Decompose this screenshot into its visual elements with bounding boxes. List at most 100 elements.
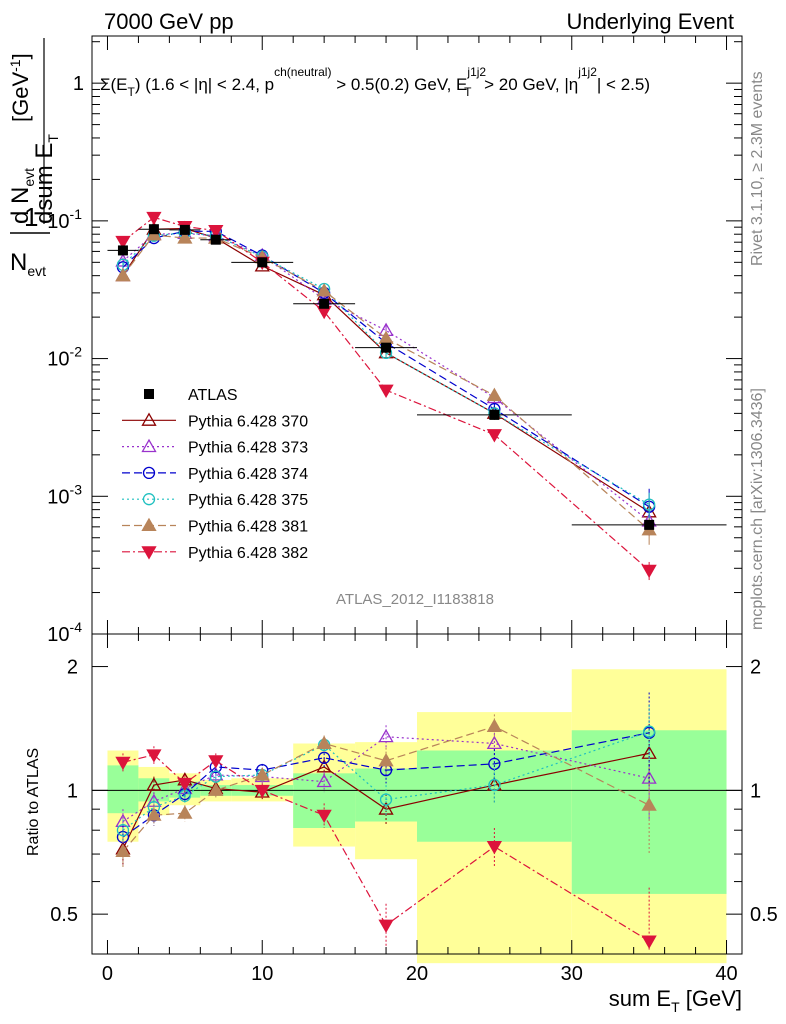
subtitle-part-j: | < 2.5): [597, 75, 650, 94]
plot-subtitle: Σ(ET) (1.6 < |η| < 2.4, pch(neutral) > 0…: [100, 65, 650, 99]
rivet-version-text: Rivet 3.1.10, ≥ 2.3M events: [749, 71, 766, 266]
ratio-point-series-5-1: [146, 749, 162, 763]
ratio-point-series-3-0: [116, 824, 130, 837]
ratio-y-tick-label-right-1: 1: [750, 780, 761, 802]
subtitle-part-e: > 0.5(0.2) GeV, E: [331, 75, 467, 94]
data-point-5: [319, 298, 330, 309]
ratio-point-series-5-3: [208, 755, 224, 769]
y-label-den-sub: T: [45, 134, 61, 143]
ratio-panel-series: [115, 692, 657, 950]
main-point-series-5-3: [208, 225, 224, 239]
y-label-num: d N: [7, 187, 34, 224]
ratio-y-tick-label-right-0: 2: [750, 657, 761, 679]
ratio-point-series-0-1: [146, 777, 162, 791]
subtitle-part-g: T: [464, 85, 472, 99]
ratio-point-series-1-7: [486, 735, 503, 750]
y-label-unit-sup: -1: [7, 59, 23, 72]
main-y-tick-base-0: 1: [73, 73, 84, 95]
axis-ticks: [92, 36, 742, 955]
main-line-series-3: [122, 232, 650, 506]
y-label-unit-main: [GeV: [8, 72, 33, 122]
legend-marker-4: [141, 517, 157, 532]
ratio-point-series-5-0: [115, 756, 131, 771]
ratio-y-tick-label-left-1: 1: [67, 780, 78, 802]
legend: ATLAS Pythia 6.428 370 Pythia 6.428 373 Pyt…: [122, 387, 308, 562]
main-line-series-5: [122, 216, 650, 571]
main-y-tick-label-4: 10-4: [47, 619, 82, 646]
subtitle-part-f: j1j2: [466, 65, 486, 79]
data-point-8: [644, 519, 655, 530]
y-label-nevt-main: N: [10, 249, 27, 276]
ratio-point-series-2-5: [317, 751, 331, 764]
x-label-main: sum E: [609, 986, 671, 1011]
main-y-tick-base-3: 10: [47, 486, 69, 508]
legend-marker-1: [141, 438, 157, 453]
legend-marker-atlas: [144, 389, 154, 399]
ratio-y-tick-label-left-0: 2: [67, 657, 78, 679]
analysis-tag: ATLAS_2012_I1183818: [336, 591, 494, 608]
ratio-point-series-5-8: [641, 935, 657, 949]
main-y-tick-label-3: 10-3: [47, 481, 82, 508]
main-y-tick-label-0: 1: [73, 73, 84, 95]
main-point-series-4-6: [378, 330, 394, 344]
ratio-point-series-3-8: [642, 725, 656, 738]
subtitle-part-d: ch(neutral): [274, 65, 331, 79]
ratio-point-series-3-7: [488, 778, 501, 792]
y-label-unit-end: ]: [8, 53, 33, 59]
main-line-series-1: [122, 232, 650, 522]
main-point-series-5-8: [641, 564, 657, 579]
ratio-point-series-5-2: [177, 777, 193, 792]
main-y-tick-base-1: 10: [47, 211, 69, 233]
subtitle-part-a: Σ(E: [100, 75, 128, 94]
uncertainty-bands: [107, 669, 727, 964]
main-point-series-5-7: [486, 429, 503, 443]
main-y-axis-label: 1 Nevt: [10, 202, 50, 279]
data-point-2: [179, 224, 190, 235]
ratio-point-series-1-5: [316, 773, 332, 788]
legend-marker-5: [141, 546, 157, 560]
x-tick-label-30: 30: [561, 963, 583, 985]
subtitle-part-b: T: [128, 85, 136, 99]
main-point-series-4-7: [486, 387, 503, 401]
main-point-series-4-5: [316, 283, 332, 297]
x-tick-label-10: 10: [251, 963, 273, 985]
legend-label-0: Pythia 6.428 370: [188, 413, 308, 430]
data-point-6: [381, 342, 392, 353]
main-point-series-5-1: [146, 211, 162, 226]
header-left: 7000 GeV pp: [104, 9, 234, 34]
legend-marker-3: [142, 493, 156, 506]
ratio-y-tick-label-left-2: 0.5: [50, 904, 78, 926]
subtitle-part-c: ) (1.6 < |η| < 2.4, p: [135, 75, 274, 94]
y-label-denominator: dsum ET: [31, 134, 61, 224]
x-label-unit: [GeV]: [680, 986, 742, 1011]
legend-marker-0: [141, 412, 157, 426]
main-y-tick-label-1: 10-1: [47, 206, 82, 233]
ratio-point-series-4-2: [177, 805, 193, 819]
data-point-1: [148, 224, 159, 235]
ratio-point-series-5-6: [378, 919, 394, 934]
data-point-7: [489, 409, 500, 420]
ratio-axis-label: Ratio to ATLAS: [25, 748, 42, 856]
ratio-y-tick-label-right-2: 0.5: [750, 904, 778, 926]
ratio-point-series-5-5: [316, 809, 332, 824]
mcplots-reference-text: mcplots.cern.ch [arXiv:1306.3436]: [749, 388, 766, 630]
data-point-0: [117, 245, 128, 256]
ratio-point-series-5-4: [254, 784, 270, 799]
main-y-tick-base-2: 10: [47, 349, 69, 371]
ratio-point-series-4-6: [378, 752, 394, 767]
ratio-point-series-3-3: [209, 770, 222, 783]
ratio-point-series-4-5: [316, 735, 332, 750]
legend-label-1: Pythia 6.428 373: [188, 440, 308, 457]
main-y-tick-base-4: 10: [47, 624, 69, 646]
x-tick-label-20: 20: [406, 963, 428, 985]
main-y-tick-exp-1: -1: [70, 206, 83, 222]
y-label-num-sub: evt: [21, 168, 37, 187]
band-green-0: [107, 765, 139, 814]
y-label-unit: [GeV-1]: [7, 53, 33, 122]
y-label-derivative: d Nevt: [7, 168, 37, 224]
main-point-series-4-2: [177, 230, 193, 244]
main-panel-series: [107, 211, 727, 581]
y-label-nevt-sub: evt: [27, 263, 46, 279]
